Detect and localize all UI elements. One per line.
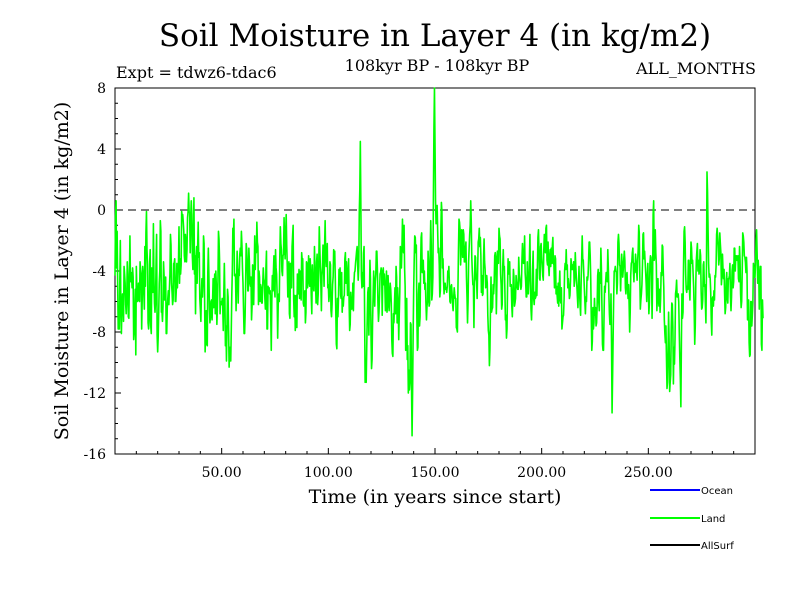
x-tick-label: 100.00	[304, 465, 353, 481]
months-label: ALL_MONTHS	[635, 59, 756, 78]
x-axis: 50.00 100.00 150.00 200.00 250.00	[135, 448, 735, 481]
y-tick-label: 4	[97, 142, 106, 158]
x-tick-label: 50.00	[202, 465, 242, 481]
y-tick-label: -8	[92, 325, 106, 341]
y-tick-label: 0	[97, 203, 106, 219]
y-tick-label: -16	[83, 447, 106, 463]
chart-title: Soil Moisture in Layer 4 (in kg/m2)	[159, 18, 711, 54]
legend: Ocean Land AllSurf	[650, 486, 734, 552]
period-label: 108kyr BP - 108kyr BP	[345, 56, 530, 75]
y-axis: 8 4 0 -4 -8 -12 -16	[83, 81, 121, 463]
y-tick-label: -12	[83, 386, 106, 402]
x-tick-label: 250.00	[624, 465, 673, 481]
series-line-land	[114, 87, 764, 437]
y-axis-label: Soil Moisture in Layer 4 (in kg/m2)	[51, 102, 73, 441]
x-tick-label: 150.00	[411, 465, 460, 481]
y-tick-label: -4	[92, 264, 106, 280]
legend-label-land: Land	[701, 514, 725, 525]
x-tick-label: 200.00	[517, 465, 566, 481]
legend-label-allsurf: AllSurf	[701, 541, 734, 552]
y-tick-label: 8	[97, 81, 106, 97]
x-axis-label: Time (in years since start)	[309, 486, 562, 508]
plot-area: 50.00 100.00 150.00 200.00 250.00 8 4 0 -4 -8 -12…	[83, 81, 764, 481]
experiment-label: Expt = tdwz6-tdac6	[116, 63, 277, 82]
legend-label-ocean: Ocean	[701, 486, 733, 497]
